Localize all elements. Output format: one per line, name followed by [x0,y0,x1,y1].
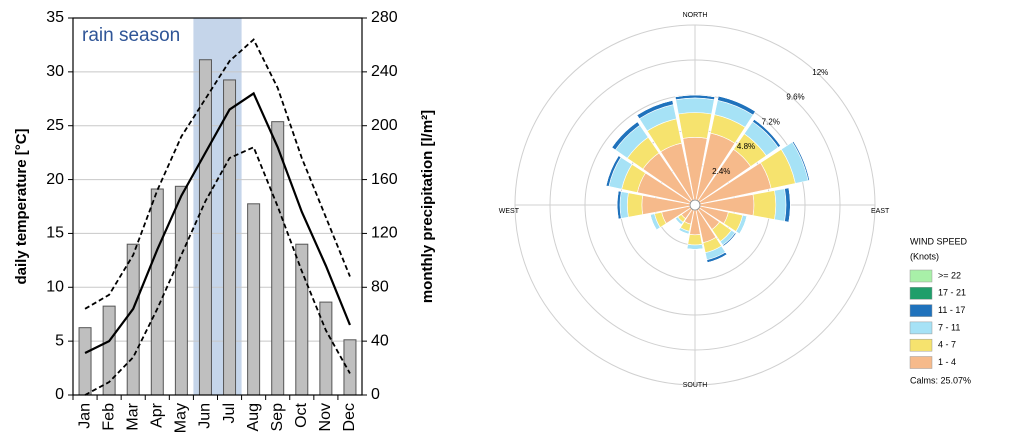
x-tick-label: Mar [124,402,141,430]
wedge [686,248,704,250]
bar [295,243,309,396]
bar [198,59,212,396]
legend-label: 7 - 11 [938,322,960,332]
y2-tick-label: 240 [371,63,398,80]
wedge [752,190,777,220]
ring-label: 4.8% [737,142,755,151]
ring-label: 2.4% [712,167,730,176]
wedge [619,191,629,219]
y-tick-label: 20 [46,171,64,188]
ring-label: 7.2% [762,117,780,126]
wedge [723,233,737,247]
legend-label: 1 - 4 [938,357,956,367]
x-tick-label: May [173,403,190,433]
wedge [675,218,682,225]
x-tick-label: Nov [317,403,334,431]
bar [78,327,92,396]
bar [126,243,140,396]
bar [174,185,188,396]
y2-tick-label: 200 [371,117,398,134]
y2-tick-label: 0 [371,386,380,403]
x-tick-label: Jun [197,403,214,429]
y2-tick-label: 160 [371,171,398,188]
legend-swatch [909,356,933,369]
y-tick-label: 25 [46,117,64,134]
wedge [687,233,703,246]
wedge [686,244,704,250]
ring-label: 9.6% [786,93,804,102]
y-tick-label: 15 [46,225,64,242]
bar [247,203,261,396]
line [84,146,351,396]
direction-label: SOUTH [683,382,708,389]
wedge [675,97,715,115]
x-tick-label: Sep [269,403,286,432]
ring-label: 12% [812,68,828,77]
wedge [678,112,712,139]
legend-swatch [909,304,933,317]
legend-label: 17 - 21 [938,288,966,298]
x-tick-label: Feb [100,403,117,431]
y-axis-title: daily temperature [°C] [13,128,30,284]
y-tick-label: 5 [55,332,64,349]
x-tick-label: Dec [341,403,358,431]
y-tick-label: 35 [46,9,64,26]
legend-swatch [909,321,933,335]
legend-label: 4 - 7 [938,340,956,350]
y-tick-label: 10 [46,279,64,296]
y2-tick-label: 80 [371,279,389,296]
direction-label: EAST [871,208,890,215]
wedge [678,229,689,235]
bar [223,79,237,396]
legend-swatch [909,338,933,352]
y2-axis-title: monthly precipitation [l/m²] [419,110,436,303]
x-tick-label: Apr [149,402,166,428]
calms-label: Calms: 25.07% [910,375,971,385]
x-tick-label: Jul [221,403,238,423]
direction-label: NORTH [683,12,708,19]
y2-tick-label: 40 [371,332,389,349]
bar [150,188,164,396]
wedge [774,188,787,222]
y2-tick-label: 280 [371,9,398,26]
highlight-label: rain season [82,25,180,46]
direction-label: WEST [499,208,520,215]
wedge [611,121,638,148]
legend-swatch [909,287,933,300]
wedge [649,214,657,231]
x-tick-label: Jan [76,403,93,429]
calm-hole [689,199,701,211]
legend-label: >= 22 [938,270,961,280]
legend-subtitle: (Knots) [910,251,939,261]
wedge [793,141,810,181]
line [84,38,351,310]
line [84,91,351,354]
x-tick-label: Aug [245,403,262,431]
y-tick-label: 0 [55,386,64,403]
wedge [605,155,619,186]
x-tick-label: Oct [293,402,310,427]
wedge [626,192,644,218]
legend-label: 11 - 17 [938,305,965,315]
bar [271,121,285,396]
wedge [739,216,748,234]
legend-swatch [909,269,933,283]
bar [319,301,333,396]
y2-tick-label: 120 [371,225,398,242]
legend-title: WIND SPEED [910,236,968,246]
y-tick-label: 30 [46,63,64,80]
